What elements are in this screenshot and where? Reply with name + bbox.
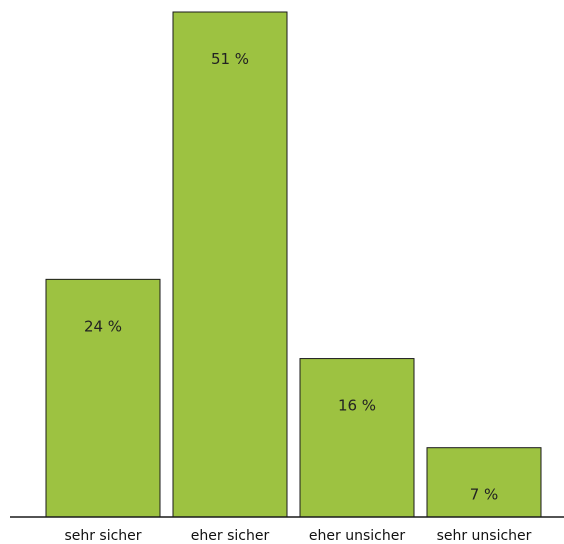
bar-sehr-unsicher	[426, 447, 542, 518]
data-label-eher-unsicher: 16 %	[338, 397, 376, 415]
bar-eher-sicher	[172, 11, 288, 518]
bar-eher-unsicher	[299, 358, 415, 518]
data-label-sehr-sicher: 24 %	[84, 317, 122, 335]
bar-sehr-sicher	[45, 278, 161, 518]
bars-layer	[45, 11, 542, 518]
value-labels-layer: 24 % 51 % 16 % 7 %	[84, 50, 498, 504]
data-label-eher-sicher: 51 %	[211, 50, 249, 68]
category-label-sehr-unsicher: sehr unsicher	[437, 528, 532, 544]
category-label-sehr-sicher: sehr sicher	[64, 528, 141, 544]
category-labels-layer: sehr sicher eher sicher eher unsicher sehr …	[64, 528, 531, 544]
data-label-sehr-unsicher: 7 %	[470, 486, 499, 504]
category-label-eher-unsicher: eher unsicher	[309, 528, 405, 544]
category-label-eher-sicher: eher sicher	[191, 528, 270, 544]
